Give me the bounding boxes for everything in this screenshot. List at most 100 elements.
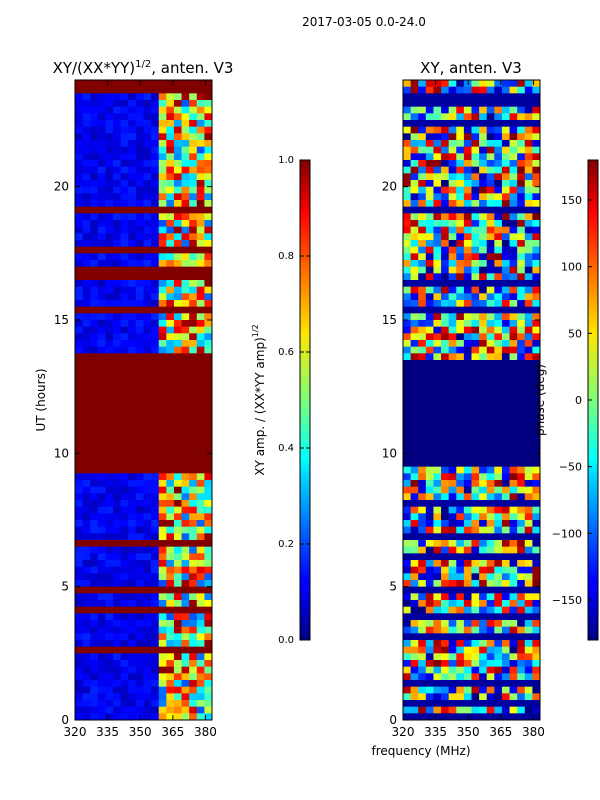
phase-cell <box>403 706 412 714</box>
amp-cell <box>75 306 84 314</box>
phase-cell <box>441 80 450 88</box>
phase-cell <box>403 440 412 448</box>
phase-cell <box>463 346 473 354</box>
phase-cell <box>456 280 465 288</box>
amp-x-tick-label: 365 <box>161 725 184 739</box>
amp-cell <box>173 266 183 274</box>
amp-cell <box>113 366 122 374</box>
phase-cell <box>524 166 533 174</box>
phase-cell <box>425 160 435 168</box>
phase-cell <box>501 253 511 261</box>
amp-cell <box>196 253 205 261</box>
phase-cell <box>486 80 495 88</box>
phase-cell <box>517 586 526 594</box>
phase-cell <box>463 166 473 174</box>
amp-cell <box>173 493 183 501</box>
amp-cell <box>90 633 99 641</box>
phase-cell <box>517 180 526 188</box>
amp-cell <box>196 326 205 334</box>
phase-cell <box>425 306 435 314</box>
phase-cell <box>486 286 495 294</box>
amp-cell <box>82 426 91 434</box>
amp-cell <box>135 86 145 94</box>
phase-cell <box>448 333 457 341</box>
phase-cell <box>418 546 427 554</box>
amp-cell <box>97 400 107 408</box>
amp-cell <box>105 86 114 94</box>
phase-cell <box>448 580 457 588</box>
amp-cell <box>113 580 122 588</box>
amp-cell <box>97 420 107 428</box>
phase-cell <box>517 93 526 101</box>
amp-cell <box>173 440 183 448</box>
phase-cell <box>456 373 465 381</box>
amp-cell <box>90 280 99 288</box>
phase-cell <box>517 566 526 574</box>
phase-cell <box>425 460 435 468</box>
amp-cell <box>151 166 160 174</box>
phase-cell <box>517 313 526 321</box>
amp-cell <box>181 600 190 608</box>
amp-cell <box>143 200 152 208</box>
amp-cell <box>151 420 160 428</box>
amp-cell <box>189 580 198 588</box>
phase-cell <box>532 166 540 174</box>
phase-cell <box>425 446 435 454</box>
phase-cell <box>463 640 473 648</box>
amp-cell <box>90 346 99 354</box>
phase-cell <box>441 320 450 328</box>
phase-cell <box>479 513 488 521</box>
phase-cell <box>471 340 480 348</box>
phase-cell <box>448 273 457 281</box>
phase-cell <box>410 713 419 720</box>
amp-cell <box>181 226 190 234</box>
amp-cell <box>151 106 160 114</box>
phase-cell <box>456 266 465 274</box>
amp-cell <box>105 313 114 321</box>
phase-cell <box>501 713 511 720</box>
amp-cell <box>97 660 107 668</box>
phase-cell <box>479 393 488 401</box>
amp-cell <box>75 326 84 334</box>
amp-cell <box>173 626 183 634</box>
amp-cell <box>166 640 175 648</box>
amp-cell <box>105 466 114 474</box>
phase-cell <box>471 560 480 568</box>
amp-cell <box>120 353 129 361</box>
amp-cell <box>166 613 175 621</box>
amp-cell <box>105 353 114 361</box>
amp-cell <box>181 173 190 181</box>
amp-cell <box>128 526 137 534</box>
amp-cell <box>151 540 160 548</box>
amp-cell <box>120 713 129 720</box>
amp-cell <box>90 613 99 621</box>
phase-cell <box>425 146 435 154</box>
amp-cell <box>97 646 107 654</box>
phase-cell <box>463 320 473 328</box>
phase-cell <box>501 193 511 201</box>
amp-cell <box>128 593 137 601</box>
amp-cell <box>196 80 205 88</box>
amp-cell <box>135 373 145 381</box>
amp-cell <box>143 113 152 121</box>
amp-cell <box>158 273 167 281</box>
phase-cell <box>425 566 435 574</box>
phase-cell <box>494 420 503 428</box>
phase-cell <box>532 686 540 694</box>
amp-cell <box>151 566 160 574</box>
phase-cell <box>448 533 457 541</box>
phase-cell <box>441 453 450 461</box>
amp-cell <box>113 626 122 634</box>
amp-cell <box>75 366 84 374</box>
phase-cell <box>433 120 442 128</box>
phase-cell <box>471 246 480 254</box>
phase-cell <box>448 206 457 214</box>
amp-cell <box>128 653 137 661</box>
phase-cell <box>418 640 427 648</box>
phase-cell <box>517 106 526 114</box>
phase-cell <box>486 253 495 261</box>
phase-cell <box>501 433 511 441</box>
phase-cell <box>441 693 450 701</box>
phase-cell <box>456 333 465 341</box>
amp-cell <box>158 333 167 341</box>
